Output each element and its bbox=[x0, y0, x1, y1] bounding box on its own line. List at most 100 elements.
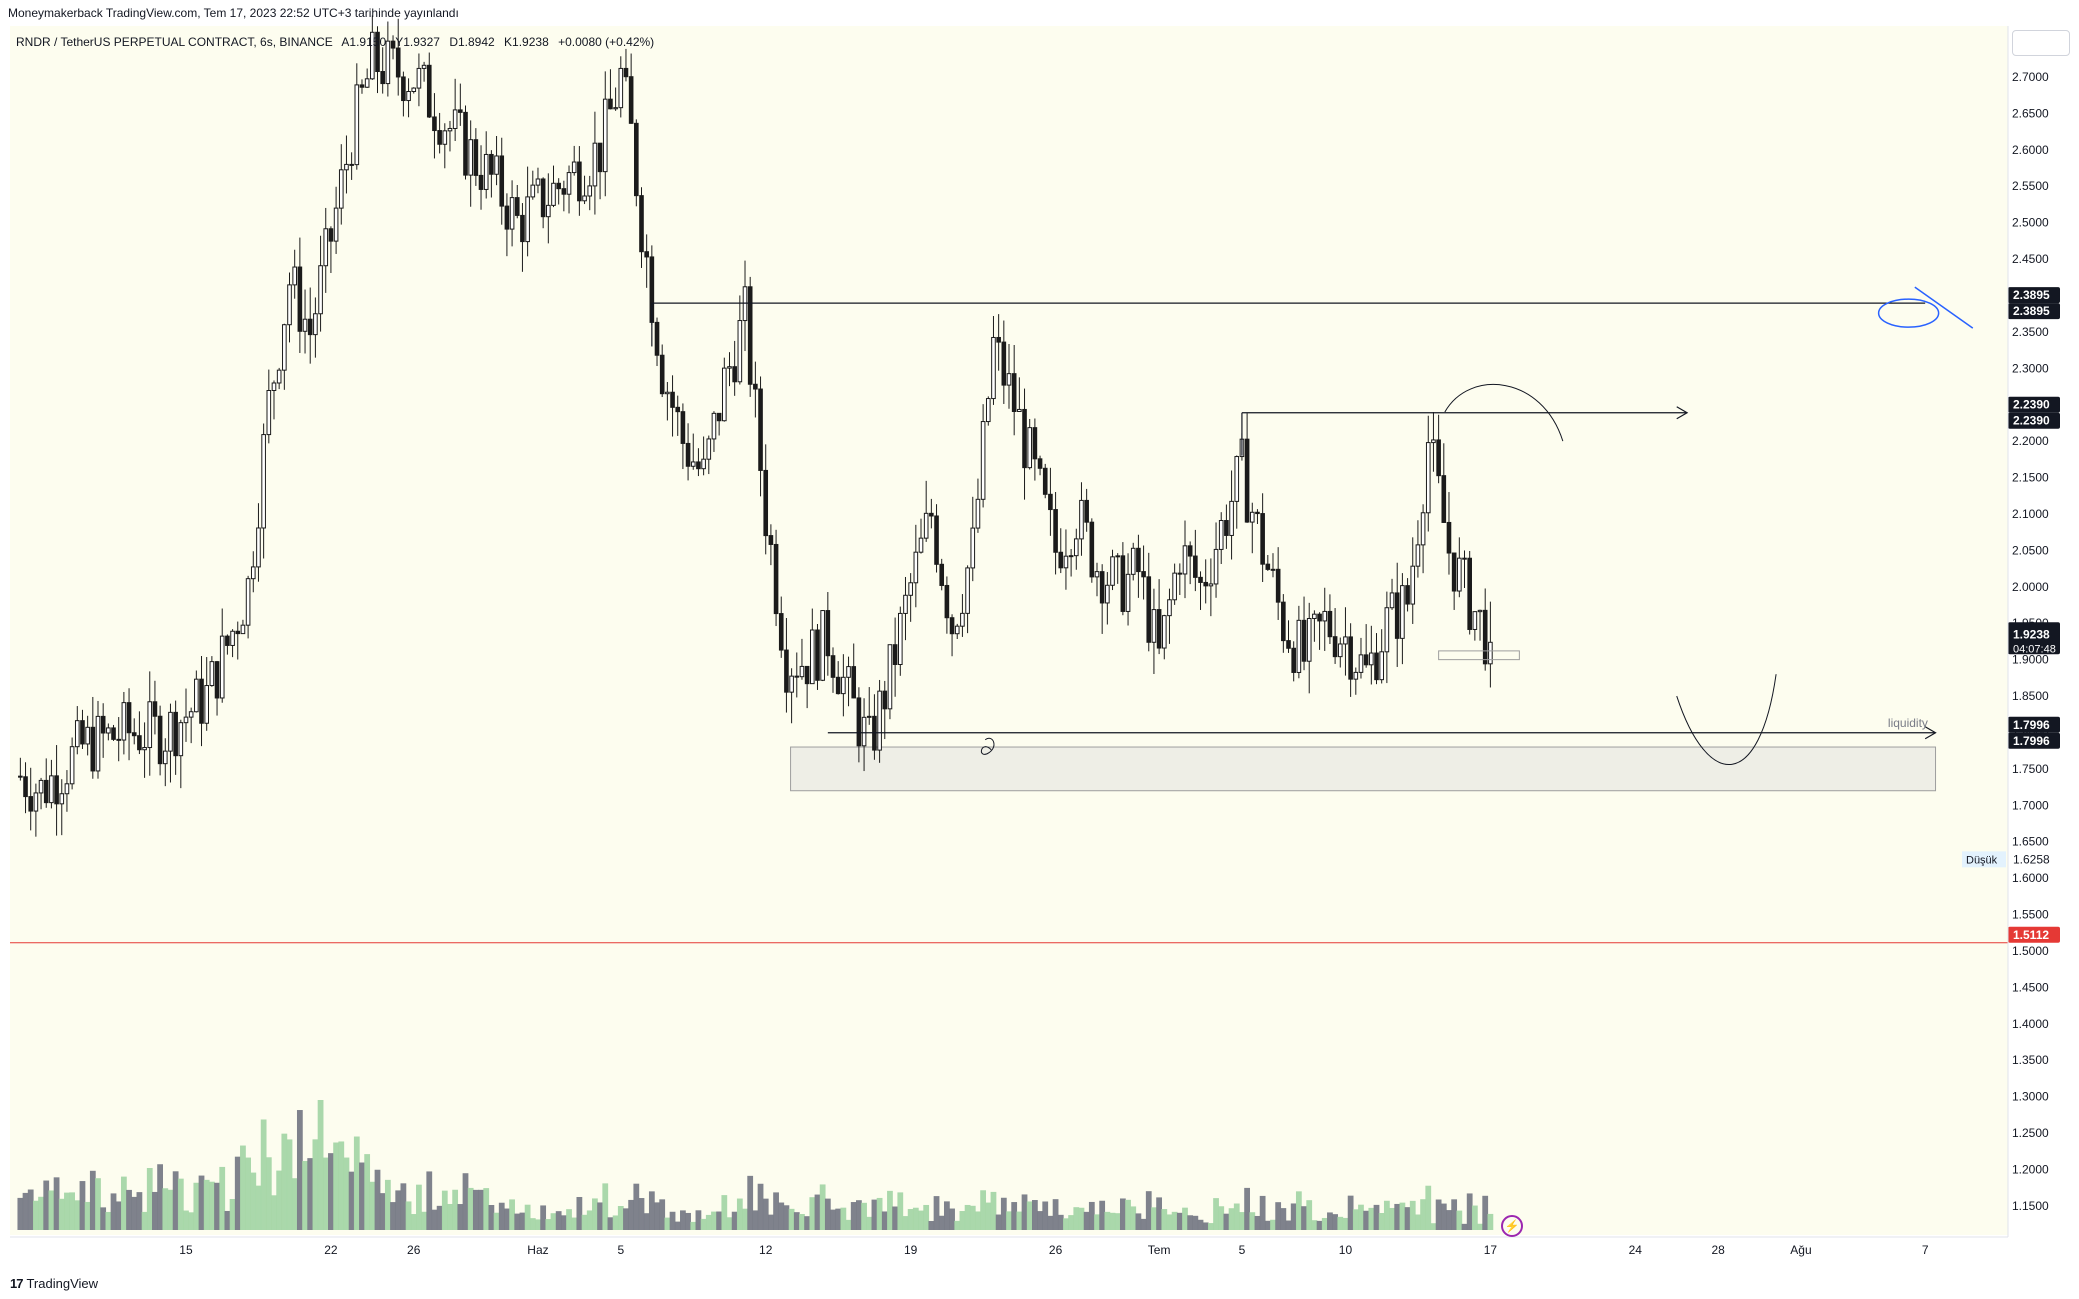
price-badge[interactable]: 2.2390 bbox=[2008, 396, 2060, 413]
candle[interactable] bbox=[929, 498, 934, 529]
candle[interactable] bbox=[333, 186, 339, 254]
candle[interactable] bbox=[721, 357, 727, 422]
candle[interactable] bbox=[276, 367, 282, 390]
candle[interactable] bbox=[1457, 537, 1462, 598]
candle[interactable] bbox=[1130, 542, 1136, 581]
candle[interactable] bbox=[665, 382, 670, 421]
candle[interactable] bbox=[483, 131, 489, 199]
candle[interactable] bbox=[934, 504, 939, 573]
candle[interactable] bbox=[162, 738, 168, 787]
candle[interactable] bbox=[996, 314, 1001, 371]
candle[interactable] bbox=[1011, 344, 1017, 436]
candle[interactable] bbox=[949, 614, 955, 657]
candle[interactable] bbox=[199, 656, 204, 747]
candle[interactable] bbox=[452, 78, 458, 142]
candle[interactable] bbox=[152, 680, 158, 735]
candle[interactable] bbox=[628, 53, 634, 124]
candle[interactable] bbox=[789, 668, 794, 724]
candle[interactable] bbox=[1146, 552, 1152, 652]
footer-brand[interactable]: TradingView bbox=[26, 1276, 99, 1291]
candle[interactable] bbox=[1136, 534, 1141, 598]
candle[interactable] bbox=[1110, 549, 1115, 591]
candle[interactable] bbox=[1296, 605, 1302, 679]
candle[interactable] bbox=[608, 69, 613, 110]
candle[interactable] bbox=[602, 71, 608, 197]
candle[interactable] bbox=[815, 624, 820, 690]
candle[interactable] bbox=[634, 119, 639, 207]
candle[interactable] bbox=[830, 647, 836, 693]
candle[interactable] bbox=[43, 758, 49, 808]
candle[interactable] bbox=[1291, 641, 1297, 682]
candle[interactable] bbox=[1048, 467, 1053, 536]
candle[interactable] bbox=[1141, 545, 1146, 600]
candle[interactable] bbox=[577, 146, 582, 216]
candle[interactable] bbox=[266, 369, 272, 444]
candle[interactable] bbox=[768, 524, 774, 566]
candle[interactable] bbox=[168, 703, 173, 783]
candle[interactable] bbox=[1369, 625, 1374, 685]
candle[interactable] bbox=[903, 576, 908, 641]
candle[interactable] bbox=[954, 623, 960, 639]
symbol-title[interactable]: RNDR / TetherUS PERPETUAL CONTRACT, 6s, … bbox=[16, 35, 333, 49]
candle[interactable] bbox=[1105, 572, 1110, 625]
candle[interactable] bbox=[1022, 388, 1027, 500]
lightning-icon[interactable]: ⚡ bbox=[1501, 1215, 1523, 1237]
candle[interactable] bbox=[230, 629, 235, 658]
candle[interactable] bbox=[1156, 579, 1162, 655]
candle[interactable] bbox=[1394, 562, 1400, 667]
candle[interactable] bbox=[851, 643, 857, 699]
candle[interactable] bbox=[592, 111, 598, 215]
candle[interactable] bbox=[1125, 553, 1131, 626]
candle[interactable] bbox=[546, 173, 551, 244]
candle[interactable] bbox=[328, 226, 334, 274]
candle[interactable] bbox=[85, 715, 90, 756]
candle[interactable] bbox=[1420, 504, 1426, 574]
candle[interactable] bbox=[1182, 520, 1188, 599]
candle[interactable] bbox=[463, 105, 468, 180]
price-badge[interactable]: 2.3895 bbox=[2008, 287, 2060, 304]
candle[interactable] bbox=[690, 433, 696, 470]
candle[interactable] bbox=[1301, 596, 1307, 671]
candle[interactable] bbox=[432, 93, 437, 159]
candle[interactable] bbox=[90, 696, 96, 779]
candle[interactable] bbox=[1327, 594, 1333, 645]
candle[interactable] bbox=[1446, 492, 1452, 575]
candle[interactable] bbox=[447, 120, 453, 152]
candle[interactable] bbox=[571, 145, 577, 176]
candle[interactable] bbox=[142, 722, 147, 778]
low-label[interactable]: Düşük 1.6258 bbox=[1962, 851, 2050, 868]
candle[interactable] bbox=[214, 660, 220, 716]
candle[interactable] bbox=[753, 361, 758, 418]
candle[interactable] bbox=[530, 170, 536, 200]
candle[interactable] bbox=[727, 352, 732, 387]
candle[interactable] bbox=[126, 688, 132, 761]
candle[interactable] bbox=[1400, 573, 1405, 665]
candle[interactable] bbox=[59, 779, 65, 836]
candle[interactable] bbox=[499, 137, 505, 225]
candle[interactable] bbox=[219, 608, 225, 703]
candle[interactable] bbox=[1234, 455, 1240, 529]
candle[interactable] bbox=[116, 717, 122, 762]
candle[interactable] bbox=[307, 287, 313, 364]
candle[interactable] bbox=[318, 235, 323, 332]
candle[interactable] bbox=[923, 480, 929, 542]
candle[interactable] bbox=[313, 297, 318, 358]
candle[interactable] bbox=[1099, 564, 1105, 634]
candle[interactable] bbox=[887, 644, 893, 720]
candle[interactable] bbox=[204, 657, 210, 731]
candle[interactable] bbox=[1343, 607, 1348, 676]
candle[interactable] bbox=[758, 376, 763, 497]
candle[interactable] bbox=[1073, 528, 1079, 570]
candle[interactable] bbox=[106, 723, 111, 741]
candle[interactable] bbox=[282, 323, 287, 390]
candle[interactable] bbox=[468, 120, 473, 207]
candle[interactable] bbox=[1275, 547, 1281, 620]
candle[interactable] bbox=[525, 166, 530, 257]
candle[interactable] bbox=[302, 289, 308, 354]
candle[interactable] bbox=[1358, 637, 1364, 679]
candle[interactable] bbox=[623, 48, 629, 82]
candle[interactable] bbox=[100, 703, 106, 758]
candle[interactable] bbox=[1348, 623, 1353, 697]
candle[interactable] bbox=[659, 344, 665, 398]
